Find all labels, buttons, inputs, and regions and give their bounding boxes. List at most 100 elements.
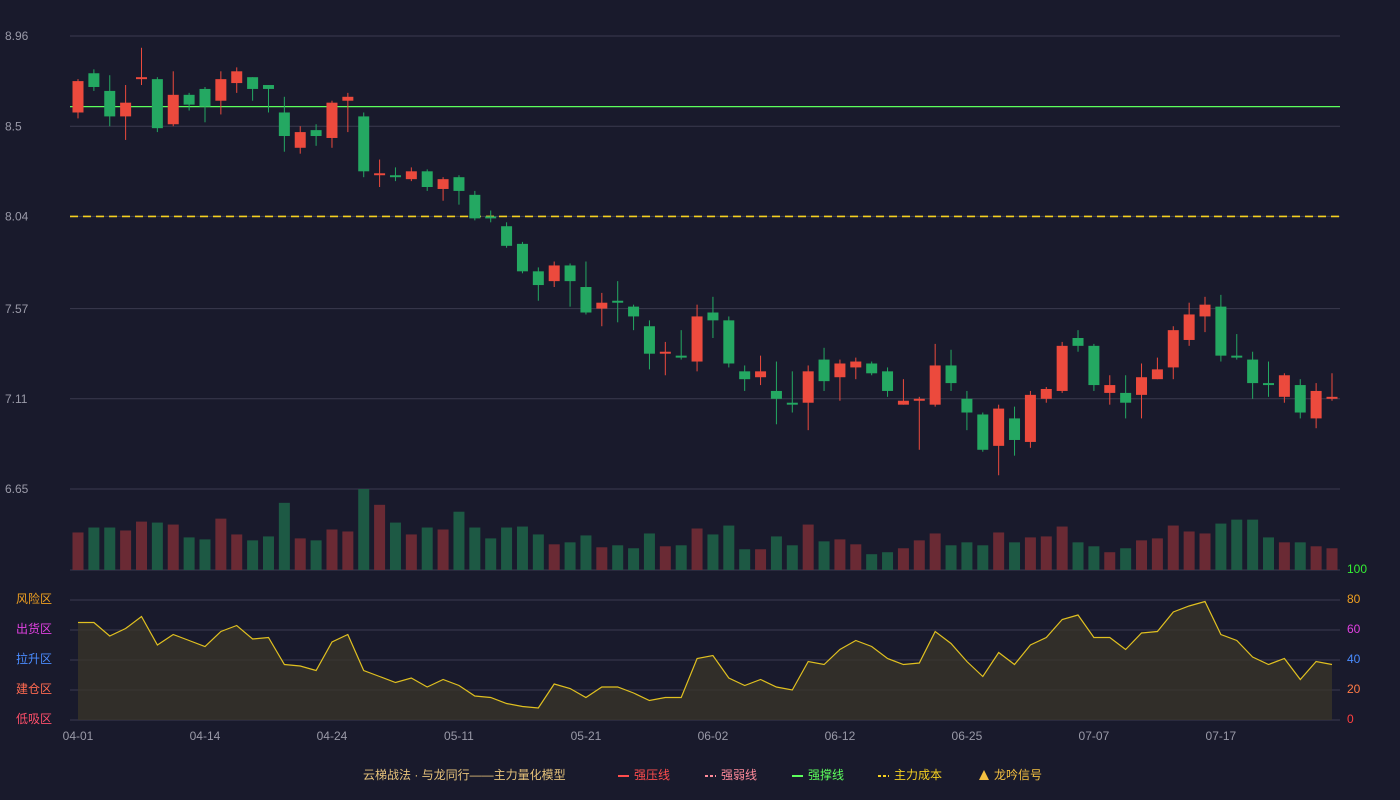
volume-bar: [421, 527, 433, 570]
zone-label: 低吸区: [16, 712, 52, 726]
candle-body: [135, 77, 147, 80]
candle-body: [818, 359, 830, 382]
candle-body: [1151, 369, 1163, 380]
volume-bar: [72, 532, 84, 570]
volume-bar: [1278, 542, 1290, 570]
y2-tick-label: 80: [1347, 592, 1361, 606]
volume-bar: [628, 548, 640, 570]
candle-body: [659, 351, 671, 354]
candle-body: [231, 71, 243, 84]
volume-bar: [723, 525, 735, 570]
y2-tick-label: 60: [1347, 622, 1361, 636]
candle-body: [1040, 388, 1052, 399]
volume-bar: [532, 534, 544, 570]
volume-bar: [326, 529, 338, 570]
y-tick-label: 8.5: [5, 119, 22, 133]
volume-bar: [374, 504, 386, 570]
volume-bar: [786, 545, 798, 570]
volume-bar: [1072, 542, 1084, 570]
y2-tick-label: 20: [1347, 682, 1361, 696]
candle-body: [421, 171, 433, 187]
candle-body: [612, 300, 624, 303]
candle-body: [358, 116, 370, 172]
candle-body: [310, 130, 322, 137]
volume-bar: [310, 540, 322, 570]
candle-body: [437, 179, 449, 189]
indicator-line: [78, 600, 1333, 709]
volume-bar: [1326, 548, 1338, 570]
volume-bar: [675, 545, 687, 570]
volume-bar: [1310, 546, 1322, 570]
y-tick-label: 7.11: [5, 392, 28, 406]
candle-body: [1056, 345, 1068, 391]
volume-bar: [612, 545, 624, 570]
volume-bar: [104, 527, 116, 570]
candle-body: [1183, 314, 1195, 340]
volume-bar: [358, 489, 370, 570]
candle-body: [866, 363, 878, 374]
legend-label: 主力成本: [894, 768, 942, 782]
candle-body: [913, 398, 925, 401]
volume-bar: [120, 530, 132, 570]
candle-body: [1326, 396, 1338, 399]
x-tick-label: 06-25: [952, 729, 983, 743]
legend-label: 龙吟信号: [994, 767, 1042, 782]
candle-body: [739, 371, 751, 380]
volume-bar: [818, 541, 830, 570]
candle-body: [1167, 330, 1179, 368]
candle-body: [1088, 345, 1100, 386]
volume-bar: [453, 511, 465, 570]
candle-body: [580, 287, 592, 313]
volume-bar: [897, 548, 909, 570]
candle-body: [628, 306, 640, 317]
candle-body: [294, 132, 306, 148]
volume-bar: [1120, 548, 1132, 570]
candle-body: [167, 94, 179, 125]
y-tick-label: 8.04: [5, 210, 29, 224]
indicator-area: [78, 601, 1332, 720]
candle-body: [247, 77, 259, 89]
candle-body: [961, 398, 973, 413]
volume-bar: [1151, 538, 1163, 570]
candle-body: [199, 88, 211, 107]
volume-bar: [231, 534, 243, 570]
volume-bar: [580, 535, 592, 570]
volume-bar: [755, 549, 767, 570]
candle-body: [1231, 355, 1243, 358]
candle-body: [1120, 392, 1132, 403]
volume-bar: [929, 533, 941, 570]
volume-bar: [342, 531, 354, 570]
volume-bar: [739, 549, 751, 570]
volume-bar: [262, 536, 274, 570]
volume-bar: [802, 524, 814, 570]
candle-body: [1104, 385, 1116, 393]
candle-body: [802, 371, 814, 403]
legend-label: 强弱线: [721, 768, 757, 782]
volume-bar: [961, 542, 973, 570]
candle-body: [755, 371, 767, 378]
candle-body: [834, 363, 846, 378]
candle-body: [596, 302, 608, 309]
candle-body: [104, 90, 116, 117]
zone-label: 拉升区: [16, 651, 52, 666]
candle-body: [120, 102, 132, 117]
legend-title: 云梯战法 · 与龙同行——主力量化模型: [363, 768, 566, 782]
volume-bar: [437, 529, 449, 570]
volume-bar: [199, 539, 211, 570]
candle-body: [707, 312, 719, 321]
volume-bar: [183, 537, 195, 570]
volume-bar: [977, 545, 989, 570]
candle-body: [1215, 306, 1227, 356]
candle-body: [215, 79, 227, 101]
volume-bar: [88, 527, 100, 570]
volume-bar: [1056, 526, 1068, 570]
volume-bar: [151, 522, 163, 570]
x-tick-label: 04-14: [190, 729, 221, 743]
candle-body: [405, 171, 417, 180]
candle-body: [723, 320, 735, 364]
volume-bar: [1199, 533, 1211, 570]
volume-bar: [1009, 542, 1021, 570]
x-tick-label: 07-17: [1206, 729, 1237, 743]
x-tick-label: 06-02: [698, 729, 729, 743]
candle-body: [548, 265, 560, 282]
